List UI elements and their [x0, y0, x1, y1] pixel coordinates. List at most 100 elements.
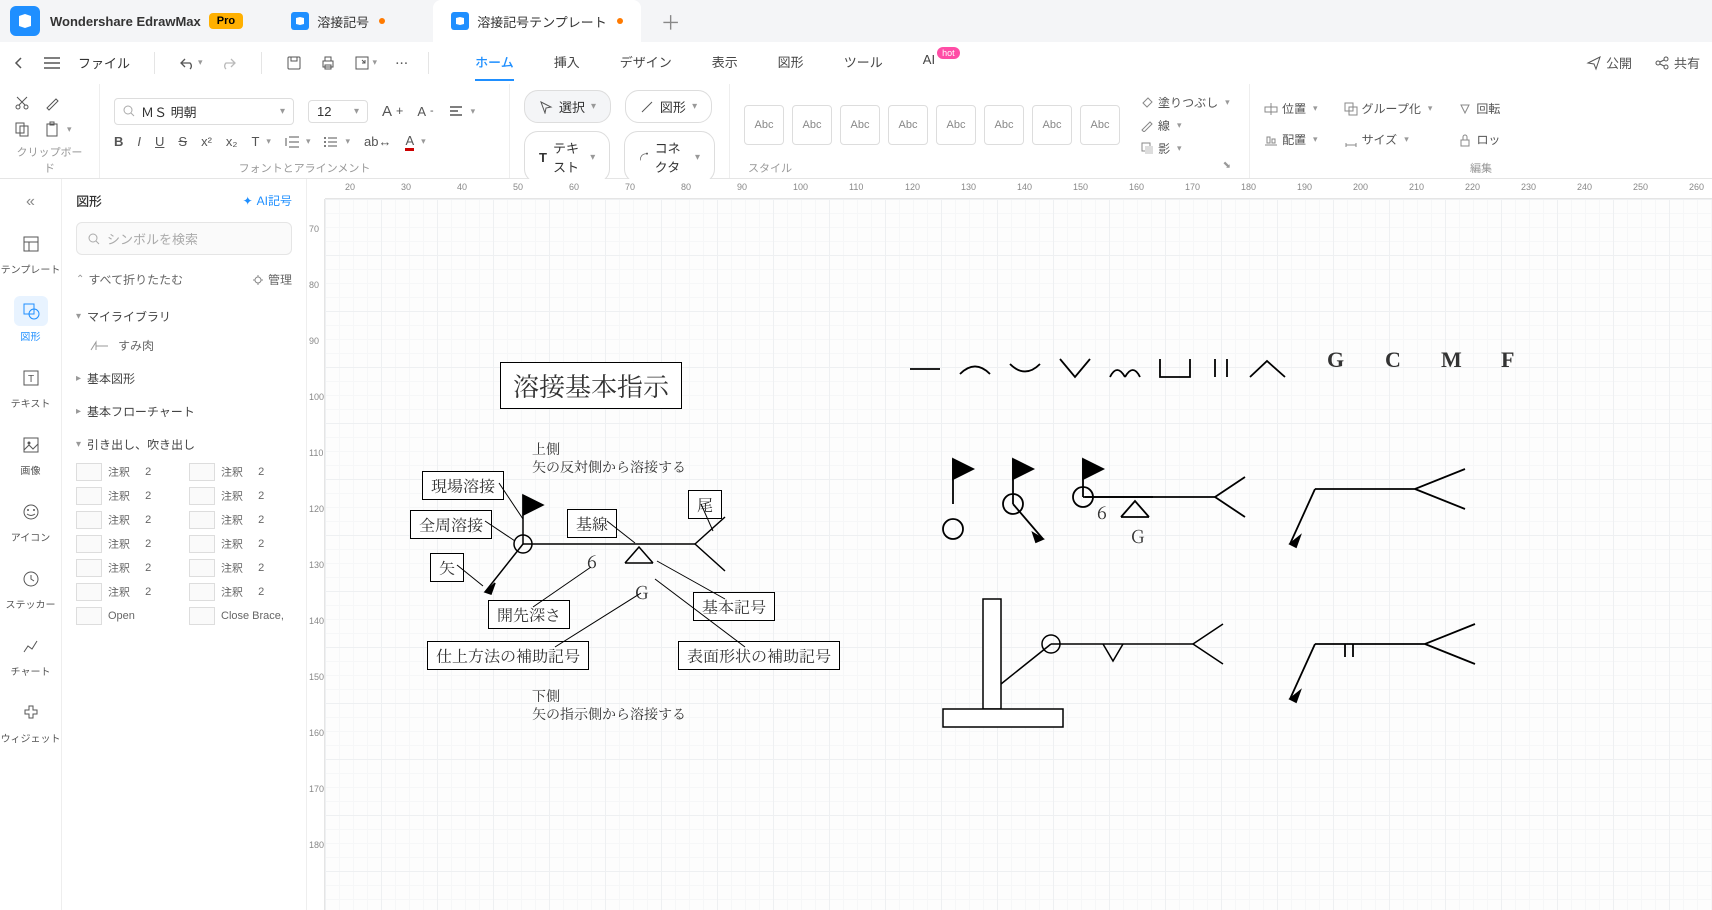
italic-button[interactable]: I [137, 134, 141, 149]
font-decrease-button[interactable]: A- [417, 104, 433, 119]
align-objects-button[interactable]: 配置 [1264, 131, 1318, 148]
shape-annotation[interactable]: 注釈 2 [189, 487, 292, 505]
shape-tool-button[interactable]: 図形▾ [625, 90, 712, 123]
bold-button[interactable]: B [114, 134, 123, 149]
sidebar-item-widget[interactable]: ウィジェット [0, 690, 61, 753]
document-tab-1[interactable]: 溶接記号テンプレート [433, 0, 641, 42]
sidebar-item-template[interactable]: テンプレート [0, 221, 61, 284]
case-button[interactable]: T [251, 134, 270, 149]
style-preset[interactable]: Abc [1080, 105, 1120, 145]
paste-button[interactable] [44, 121, 72, 137]
font-color-button[interactable]: A [405, 133, 425, 151]
style-preset[interactable]: Abc [888, 105, 928, 145]
cut-button[interactable] [14, 95, 30, 111]
shape-annotation[interactable]: 注釈 2 [76, 583, 179, 601]
shape-annotation[interactable]: 注釈 2 [76, 559, 179, 577]
save-button[interactable] [286, 55, 302, 71]
category-basic-flow[interactable]: ▸基本フローチャート [76, 393, 292, 426]
line-style-button[interactable]: 線 [1140, 117, 1230, 134]
style-gallery[interactable]: Abc Abc Abc Abc Abc Abc Abc Abc [744, 105, 1120, 145]
shape-annotation[interactable]: 注釈 2 [189, 511, 292, 529]
sidebar-item-text[interactable]: Tテキスト [0, 355, 61, 418]
group-button[interactable]: グループ化 [1344, 100, 1433, 117]
tab-view[interactable]: 表示 [712, 44, 738, 81]
format-painter-button[interactable] [44, 95, 60, 111]
sidebar-item-chart[interactable]: チャート [0, 623, 61, 686]
category-callout[interactable]: ▾引き出し、吹き出し [76, 426, 292, 459]
tab-shape[interactable]: 図形 [778, 44, 804, 81]
undo-button[interactable] [179, 56, 203, 70]
new-tab-button[interactable]: ＋ [661, 7, 681, 36]
tab-insert[interactable]: 挿入 [554, 44, 580, 81]
back-button[interactable] [12, 56, 26, 70]
tab-home[interactable]: ホーム [475, 44, 514, 81]
position-button[interactable]: 位置 [1264, 100, 1318, 117]
widget-icon [21, 703, 41, 723]
shape-annotation[interactable]: 注釈 2 [76, 511, 179, 529]
shape-annotation[interactable]: 注釈 2 [76, 463, 179, 481]
copy-button[interactable] [14, 121, 30, 137]
subscript-button[interactable]: x₂ [226, 134, 238, 149]
shape-annotation[interactable]: 注釈 2 [189, 463, 292, 481]
style-preset[interactable]: Abc [840, 105, 880, 145]
sidebar-item-sticker[interactable]: ステッカー [0, 556, 61, 619]
more-button[interactable]: ⋯ [395, 53, 408, 72]
superscript-button[interactable]: x² [201, 134, 212, 149]
category-basic-shape[interactable]: ▸基本図形 [76, 360, 292, 393]
line-spacing-button[interactable] [285, 135, 311, 149]
lock-button[interactable]: ロッ [1458, 131, 1500, 148]
expand-icon[interactable]: ⬊ [1223, 160, 1231, 176]
tab-ai[interactable]: AIhot [923, 44, 958, 81]
sidebar-item-icon[interactable]: アイコン [0, 489, 61, 552]
list-button[interactable] [324, 135, 350, 149]
rotate-button[interactable]: 回転 [1458, 100, 1500, 117]
underline-button[interactable]: U [155, 134, 164, 149]
symbol-search-input[interactable]: シンボルを検索 [76, 222, 292, 255]
font-size-selector[interactable]: 12▾ [308, 100, 368, 123]
collapse-leftnav-button[interactable]: « [20, 187, 41, 217]
publish-button[interactable]: 公開 [1586, 53, 1632, 72]
style-preset[interactable]: Abc [744, 105, 784, 145]
document-tab-0[interactable]: 溶接記号 [273, 0, 403, 42]
fill-button[interactable]: 塗りつぶし [1140, 94, 1230, 111]
shadow-button[interactable]: 影 [1140, 140, 1230, 157]
share-button[interactable]: 共有 [1654, 53, 1700, 72]
print-button[interactable] [320, 55, 336, 71]
shape-annotation[interactable]: 注釈 2 [76, 487, 179, 505]
group-label-edit: 編集 [1264, 158, 1698, 176]
shape-annotation[interactable]: 注釈 2 [189, 559, 292, 577]
canvas[interactable]: 溶接基本指示 現場溶接 全周溶接 矢 基線 尾 開先深さ 仕上方法の補助記号 基… [325, 199, 1712, 910]
font-increase-button[interactable]: A+ [382, 103, 403, 120]
sidebar-item-image[interactable]: 画像 [0, 422, 61, 485]
shape-open[interactable]: Open [76, 607, 179, 625]
shape-annotation[interactable]: 注釈 2 [189, 535, 292, 553]
text-tool-button[interactable]: T テキスト▾ [524, 131, 610, 183]
tab-design[interactable]: デザイン [620, 44, 672, 81]
collapse-all-button[interactable]: ⌃すべて折りたたむ [76, 271, 183, 288]
style-preset[interactable]: Abc [1032, 105, 1072, 145]
shape-item-sumi[interactable]: すみ肉 [76, 331, 292, 360]
shape-annotation[interactable]: 注釈 2 [76, 535, 179, 553]
style-preset[interactable]: Abc [984, 105, 1024, 145]
tab-tool[interactable]: ツール [844, 44, 883, 81]
menu-button[interactable] [44, 56, 60, 70]
style-preset[interactable]: Abc [792, 105, 832, 145]
sidebar-item-shape[interactable]: 図形 [0, 288, 61, 351]
char-spacing-button[interactable]: ab↔ [364, 134, 391, 149]
shape-annotation[interactable]: 注釈 2 [189, 583, 292, 601]
strike-button[interactable]: S [178, 134, 187, 149]
letter-F: F [1501, 347, 1514, 373]
category-mylib[interactable]: ▾マイライブラリ [76, 298, 292, 331]
shape-close-brace[interactable]: Close Brace, [189, 607, 292, 625]
ai-symbol-button[interactable]: ✦AI記号 [243, 192, 292, 209]
align-button[interactable] [448, 104, 476, 118]
redo-button[interactable] [221, 56, 237, 70]
connector-tool-button[interactable]: コネクタ▾ [624, 131, 715, 183]
font-selector[interactable]: ＭＳ 明朝 ▾ [114, 98, 294, 125]
file-menu[interactable]: ファイル [78, 53, 130, 72]
select-tool-button[interactable]: 選択▾ [524, 90, 611, 123]
size-objects-button[interactable]: サイズ [1344, 131, 1433, 148]
style-preset[interactable]: Abc [936, 105, 976, 145]
manage-button[interactable]: 管理 [252, 271, 292, 288]
export-button[interactable] [354, 55, 378, 71]
